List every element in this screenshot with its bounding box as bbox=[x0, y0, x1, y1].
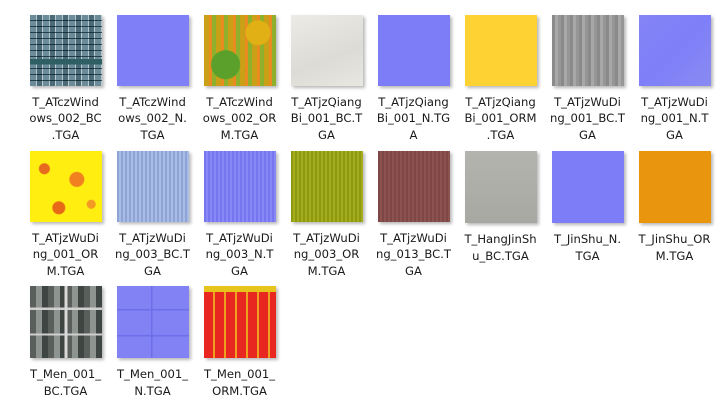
orm-map-thumbnail bbox=[203, 15, 276, 86]
orm-map-thumbnail bbox=[29, 151, 102, 222]
file-item[interactable]: T_Men_001_ ORM.TGA bbox=[196, 284, 283, 414]
file-item[interactable]: T_Men_001_ BC.TGA bbox=[22, 284, 109, 414]
file-item[interactable]: T_ATjzWuDi ng_003_BC.T GA bbox=[109, 149, 196, 279]
file-name-line: Bi_001_N.TG bbox=[376, 111, 451, 125]
file-name-line: BC.TGA bbox=[43, 383, 88, 398]
file-name-line: ng_001_OR bbox=[32, 247, 99, 261]
file-name-line: GA bbox=[318, 127, 335, 142]
file-name-line: T_ATjzWuDi bbox=[380, 230, 447, 245]
file-item[interactable]: T_ATczWind ows_002_BC .TGA bbox=[22, 13, 109, 143]
file-item[interactable]: T_ATjzWuDi ng_001_BC.T GA bbox=[544, 13, 631, 143]
file-name-line: ng_003_BC.T bbox=[114, 247, 191, 261]
file-name-line: T_ATczWind bbox=[119, 94, 186, 109]
file-name-line: T_Men_001_ bbox=[203, 367, 276, 381]
file-name-line: GA bbox=[231, 263, 248, 278]
orm-map-thumbnail bbox=[638, 151, 711, 223]
normal-map-thumbnail bbox=[551, 151, 624, 223]
file-name-line: ng_003_OR bbox=[293, 247, 360, 261]
file-name-line: T_JinShu_OR bbox=[638, 232, 711, 246]
normal-map-thumbnail bbox=[377, 15, 450, 86]
file-name-line: T_Men_001_ bbox=[116, 367, 189, 381]
door-texture-thumbnail bbox=[29, 286, 102, 358]
normal-map-thumbnail bbox=[116, 286, 189, 358]
file-name-line: .TGA bbox=[51, 127, 80, 142]
file-name-line: M.TGA bbox=[220, 127, 259, 142]
plaster-wall-texture-thumbnail bbox=[290, 15, 363, 86]
file-item[interactable]: T_ATjzQiang Bi_001_N.TG A bbox=[370, 13, 457, 143]
file-item[interactable]: T_ATjzQiang Bi_001_ORM .TGA bbox=[457, 13, 544, 143]
normal-map-thumbnail bbox=[638, 15, 711, 86]
file-name-line: ng_001_BC.T bbox=[549, 111, 626, 125]
file-name-line: ng_003_N.T bbox=[205, 247, 274, 261]
file-item[interactable]: T_ATjzWuDi ng_003_OR M.TGA bbox=[283, 149, 370, 279]
file-name-line: M.TGA bbox=[655, 248, 694, 263]
file-name-line: .TGA bbox=[486, 127, 515, 142]
file-name-line: M.TGA bbox=[307, 263, 346, 278]
file-name-line: T_ATjzWuDi bbox=[32, 230, 99, 245]
file-name-line: Bi_001_ORM bbox=[464, 111, 537, 125]
file-name-line: T_Men_001_ bbox=[29, 367, 102, 381]
orm-map-thumbnail bbox=[290, 151, 363, 222]
file-item[interactable]: T_JinShu_OR M.TGA bbox=[631, 149, 718, 279]
file-name-line: GA bbox=[405, 263, 422, 278]
file-item[interactable]: T_ATjzQiang Bi_001_BC.T GA bbox=[283, 13, 370, 143]
file-name-line: u_BC.TGA bbox=[472, 248, 529, 263]
file-name-line: T_ATjzQiang bbox=[465, 94, 536, 109]
file-name-line: T_JinShu_N. bbox=[553, 232, 622, 246]
file-name-line: GA bbox=[579, 127, 596, 142]
file-name-line: ORM.TGA bbox=[212, 383, 267, 398]
file-item[interactable]: T_ATjzWuDi ng_001_N.T GA bbox=[631, 13, 718, 143]
concrete-roof-texture-thumbnail bbox=[551, 15, 624, 86]
file-name-line: T_ATczWind bbox=[32, 94, 99, 109]
file-name-line: ng_013_BC.T bbox=[375, 247, 452, 261]
file-name-line: T_ATczWind bbox=[206, 94, 273, 109]
normal-map-thumbnail bbox=[203, 151, 276, 222]
window-facade-texture-thumbnail bbox=[29, 15, 102, 86]
file-item[interactable]: T_ATjzWuDi ng_001_OR M.TGA bbox=[22, 149, 109, 279]
file-name-line: T_ATjzQiang bbox=[291, 94, 362, 109]
file-name-line: T_HangJinSh bbox=[464, 232, 537, 246]
file-name-line: TGA bbox=[140, 127, 165, 142]
file-name-line: ows_002_OR bbox=[202, 111, 277, 125]
file-item[interactable]: T_JinShu_N. TGA bbox=[544, 149, 631, 279]
file-name-line: M.TGA bbox=[46, 263, 85, 278]
file-name-line: Bi_001_BC.T bbox=[290, 111, 363, 125]
file-name-line: N.TGA bbox=[134, 383, 171, 398]
file-name-line: T_ATjzWuDi bbox=[641, 94, 708, 109]
file-name-line: GA bbox=[666, 127, 683, 142]
file-name-line: TGA bbox=[575, 248, 600, 263]
file-name-line: ng_001_N.T bbox=[640, 111, 709, 125]
file-item[interactable]: T_Men_001_ N.TGA bbox=[109, 284, 196, 414]
file-name-line: T_ATjzWuDi bbox=[206, 230, 273, 245]
file-name-line: T_ATjzQiang bbox=[378, 94, 449, 109]
orm-map-thumbnail bbox=[464, 15, 537, 86]
tile-roof-texture-thumbnail bbox=[116, 151, 189, 222]
file-name-line: GA bbox=[144, 263, 161, 278]
file-name-line: ows_002_N. bbox=[118, 111, 187, 125]
normal-map-thumbnail bbox=[116, 15, 189, 86]
brown-roof-texture-thumbnail bbox=[377, 151, 450, 222]
orm-map-thumbnail bbox=[203, 286, 276, 358]
file-name-line: A bbox=[409, 127, 418, 142]
file-name-line: T_ATjzWuDi bbox=[119, 230, 186, 245]
file-name-line: T_ATjzWuDi bbox=[293, 230, 360, 245]
file-item[interactable]: T_ATjzWuDi ng_013_BC.T GA bbox=[370, 149, 457, 279]
file-name-line: ows_002_BC bbox=[29, 111, 102, 125]
file-item[interactable]: T_ATjzWuDi ng_003_N.T GA bbox=[196, 149, 283, 279]
file-item[interactable]: T_ATczWind ows_002_OR M.TGA bbox=[196, 13, 283, 143]
file-item[interactable]: T_HangJinSh u_BC.TGA bbox=[457, 149, 544, 279]
file-item[interactable]: T_ATczWind ows_002_N. TGA bbox=[109, 13, 196, 143]
file-name-line: T_ATjzWuDi bbox=[554, 94, 621, 109]
metal-texture-thumbnail bbox=[464, 151, 537, 223]
